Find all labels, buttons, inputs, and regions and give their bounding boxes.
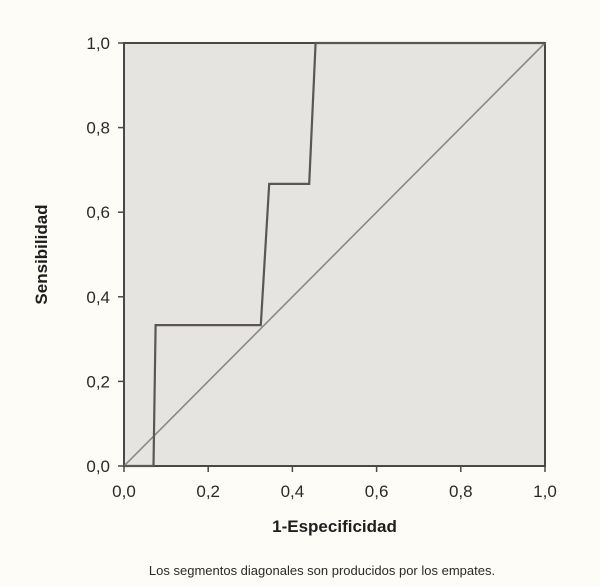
x-tick-label: 0,4 [281, 482, 305, 501]
chart-annotation: Los segmentos diagonales son producidos … [149, 563, 495, 578]
x-tick-label: 0,6 [365, 482, 389, 501]
reference-diagonal-line [123, 42, 546, 467]
x-axis-label: 1-Especificidad [272, 517, 397, 536]
x-tick-label: 0,0 [112, 482, 136, 501]
y-tick-label: 0,8 [86, 119, 110, 138]
x-tick-label: 0,2 [196, 482, 220, 501]
y-tick-label: 0,2 [86, 372, 110, 391]
roc-curve-line [124, 41, 545, 468]
y-tick-label: 0,0 [86, 457, 110, 476]
x-tick-label: 1,0 [533, 482, 557, 501]
y-axis-label: Sensibilidad [32, 204, 51, 304]
y-tick-label: 0,4 [86, 288, 110, 307]
y-tick-label: 1,0 [86, 34, 110, 53]
x-tick-label: 0,8 [449, 482, 473, 501]
y-tick-label: 0,6 [86, 203, 110, 222]
